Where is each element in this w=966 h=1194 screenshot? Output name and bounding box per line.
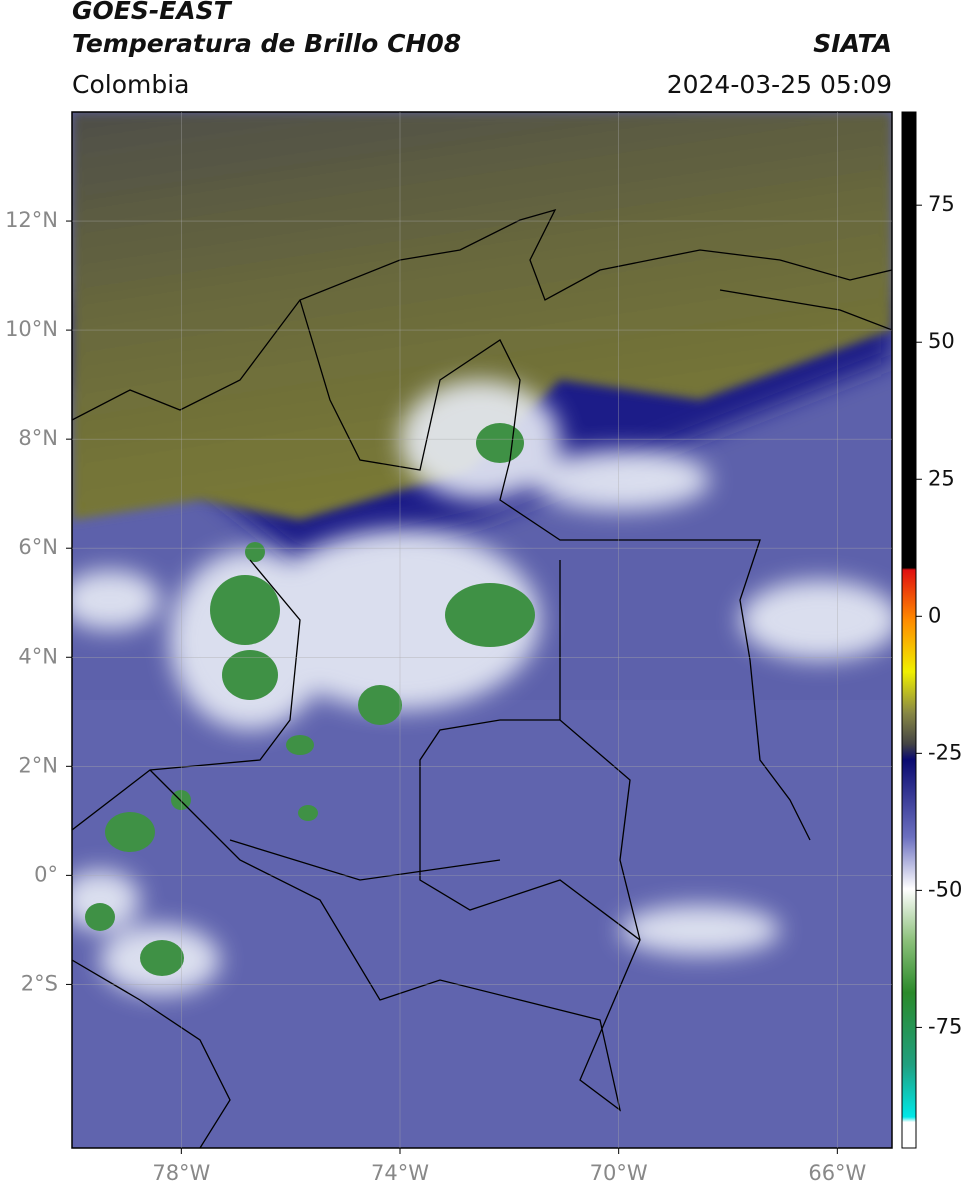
source: SIATA [813,29,892,58]
cold-cloud-tops [85,423,535,976]
region: Colombia [72,70,189,99]
y-tick-label: 4°N [18,644,58,668]
colorbar-tick-label: -75 [928,1014,962,1038]
y-tick-label: 2°N [18,753,58,777]
title: GOES-EAST [72,0,233,25]
x-tick-label: 70°W [590,1161,648,1185]
colorbar-tick-label: 0 [928,603,941,627]
colorbar-tick-label: -25 [928,740,962,764]
x-tick-label: 74°W [371,1161,429,1185]
colorbar-tick-label: 75 [928,192,955,216]
y-tick-label: 6°N [18,535,58,559]
y-tick-label: 2°S [21,971,58,995]
satellite-image [72,112,892,1148]
map-frame [71,111,893,1149]
colorbar-tick-label: 25 [928,466,955,490]
datetime: 2024-03-25 05:09 [667,70,892,99]
subtitle: Temperatura de Brillo CH08 [72,29,461,58]
colorbar [901,111,917,1149]
y-tick-label: 8°N [18,426,58,450]
colorbar-tick-label: -50 [928,877,962,901]
y-tick-label: 0° [34,862,58,886]
y-tick-label: 12°N [5,208,58,232]
x-tick-label: 78°W [152,1161,210,1185]
y-tick-label: 10°N [5,317,58,341]
colorbar-tick-label: 50 [928,329,955,353]
x-tick-label: 66°W [808,1161,866,1185]
